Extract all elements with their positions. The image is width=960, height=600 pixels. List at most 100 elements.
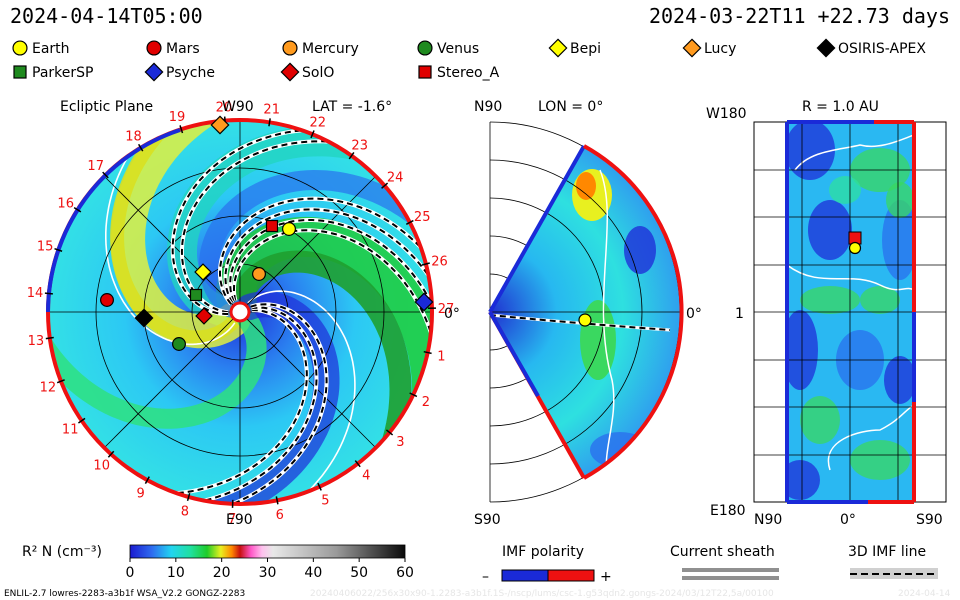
legend-label-mars: Mars — [166, 41, 200, 57]
hour-label-12: 12 — [40, 380, 57, 395]
colorbar-tick-50: 50 — [350, 565, 368, 581]
radial-n90: N90 — [754, 512, 782, 528]
radial-zero: 0° — [840, 512, 856, 528]
legend-label-bepi: Bepi — [570, 41, 601, 57]
ecliptic-title: Ecliptic Plane — [60, 99, 153, 115]
hour-label-9: 9 — [136, 486, 144, 501]
meridional-panel: N90 LON = 0° 0° S90 — [474, 99, 702, 528]
radial-patch-10 — [850, 440, 910, 480]
meridional-earth — [578, 313, 592, 327]
colorbar-tick-20: 20 — [213, 565, 231, 581]
radial-patch-6 — [787, 310, 818, 390]
ecliptic-body-venus — [172, 337, 186, 351]
ecliptic-sheath-0 — [168, 290, 356, 504]
hour-label-1: 1 — [437, 350, 445, 365]
ecliptic-body-parkersp — [189, 288, 203, 302]
radial-patch-0 — [787, 122, 835, 180]
legend-label-psyche: Psyche — [166, 65, 215, 81]
legend-marker-venus — [417, 40, 433, 56]
imf-polarity-label: IMF polarity — [502, 544, 584, 560]
colorbar-tick-30: 30 — [259, 565, 277, 581]
hour-label-24: 24 — [387, 171, 404, 186]
legend-label-mercury: Mercury — [302, 41, 359, 57]
meridional-s90: S90 — [474, 512, 501, 528]
ecliptic-body-lucy — [210, 115, 230, 135]
colorbar: R² N (cm⁻³) 0 10 20 30 40 50 60 — [22, 544, 414, 581]
radial-patch-9 — [800, 396, 840, 444]
imf-plus: + — [600, 569, 612, 585]
hour-label-4: 4 — [362, 469, 370, 484]
ecliptic-zero: 0° — [444, 306, 460, 322]
colorbar-tick-0: 0 — [126, 565, 135, 581]
sun-marker — [229, 301, 251, 323]
legend-label-lucy: Lucy — [704, 41, 736, 57]
current-sheath-label: Current sheath — [670, 544, 775, 560]
radial-s90: S90 — [916, 512, 943, 528]
colorbar-tick-60: 60 — [396, 565, 414, 581]
legend-marker-mercury — [282, 40, 298, 56]
radial-density-patches — [787, 122, 914, 500]
legend-marker-bepi — [548, 38, 568, 58]
ecliptic-e90: E90 — [226, 512, 253, 528]
radial-patch-5 — [860, 286, 900, 314]
hour-label-5: 5 — [321, 494, 329, 509]
hour-label-7: 7 — [228, 512, 236, 527]
hour-label-16: 16 — [57, 196, 74, 211]
meridional-zero: 0° — [686, 306, 702, 322]
ecliptic-body-mars — [100, 293, 114, 307]
ecliptic-stream-5 — [48, 173, 267, 429]
ecliptic-field-line-3 — [233, 229, 432, 485]
ecliptic-polarity-arc — [46, 128, 181, 313]
colorbar-label: R² N (cm⁻³) — [22, 544, 102, 560]
colorbar-gradient — [129, 544, 406, 559]
ecliptic-body-psyche — [414, 292, 434, 312]
legend-marker-solo — [280, 62, 300, 82]
hour-label-23: 23 — [351, 138, 368, 153]
legend-marker-earth — [12, 40, 28, 56]
hour-label-26: 26 — [431, 255, 448, 270]
radial-sheath-lower — [827, 404, 914, 471]
footer-mid: 20240406022/256x30x90-1.2283-a3b1f.1S-/n… — [310, 589, 774, 599]
ecliptic-body-mercury — [252, 267, 266, 281]
hour-label-3: 3 — [396, 435, 404, 450]
hour-label-11: 11 — [62, 423, 79, 438]
legend-marker-parkersp — [13, 65, 27, 79]
hour-label-13: 13 — [28, 334, 45, 349]
radial-w180: W180 — [706, 106, 747, 122]
ecliptic-w90: W90 — [222, 99, 254, 115]
ecliptic-bodies — [100, 115, 434, 351]
legend-label-parkersp: ParkerSP — [32, 65, 93, 81]
ecliptic-field-line-6 — [219, 197, 432, 389]
imf-minus: – — [482, 569, 489, 585]
radial-patch-13 — [829, 176, 861, 204]
radial-e180: E180 — [710, 503, 746, 519]
ecliptic-stream-4 — [110, 120, 324, 345]
radial-title: R = 1.0 AU — [802, 99, 879, 115]
radial-patch-4 — [800, 286, 860, 314]
legend-label-osiris-apex: OSIRIS-APEX — [838, 41, 926, 57]
ecliptic-body-earth — [282, 222, 296, 236]
hour-label-10: 10 — [93, 459, 110, 474]
radial-panel: R = 1.0 AU W180 1 E180 N90 0° S90 — [706, 99, 947, 528]
hour-label-14: 14 — [27, 286, 44, 301]
meridional-field-line — [490, 314, 671, 331]
legend-marker-osiris-apex — [816, 38, 836, 58]
hour-label-2: 2 — [422, 395, 430, 410]
legend-label-venus: Venus — [437, 41, 479, 57]
imf-negative-swatch — [501, 569, 549, 582]
ecliptic-body-stereo-a — [265, 219, 279, 233]
meridional-n90: N90 — [474, 99, 502, 115]
legend-marker-mars — [146, 40, 162, 56]
legend-marker-stereo-a — [418, 65, 432, 79]
footer-left: ENLIL-2.7 lowres-2283-a3b1f WSA_V2.2 GON… — [4, 589, 245, 599]
colorbar-tick-10: 10 — [167, 565, 185, 581]
imf-line-label: 3D IMF line — [848, 544, 926, 560]
legend-marker-lucy — [682, 38, 702, 58]
colorbar-ticks: 0 10 20 30 40 50 60 — [126, 558, 414, 581]
hour-label-17: 17 — [87, 159, 104, 174]
radial-patch-8 — [884, 356, 914, 404]
hour-label-21: 21 — [263, 103, 280, 118]
